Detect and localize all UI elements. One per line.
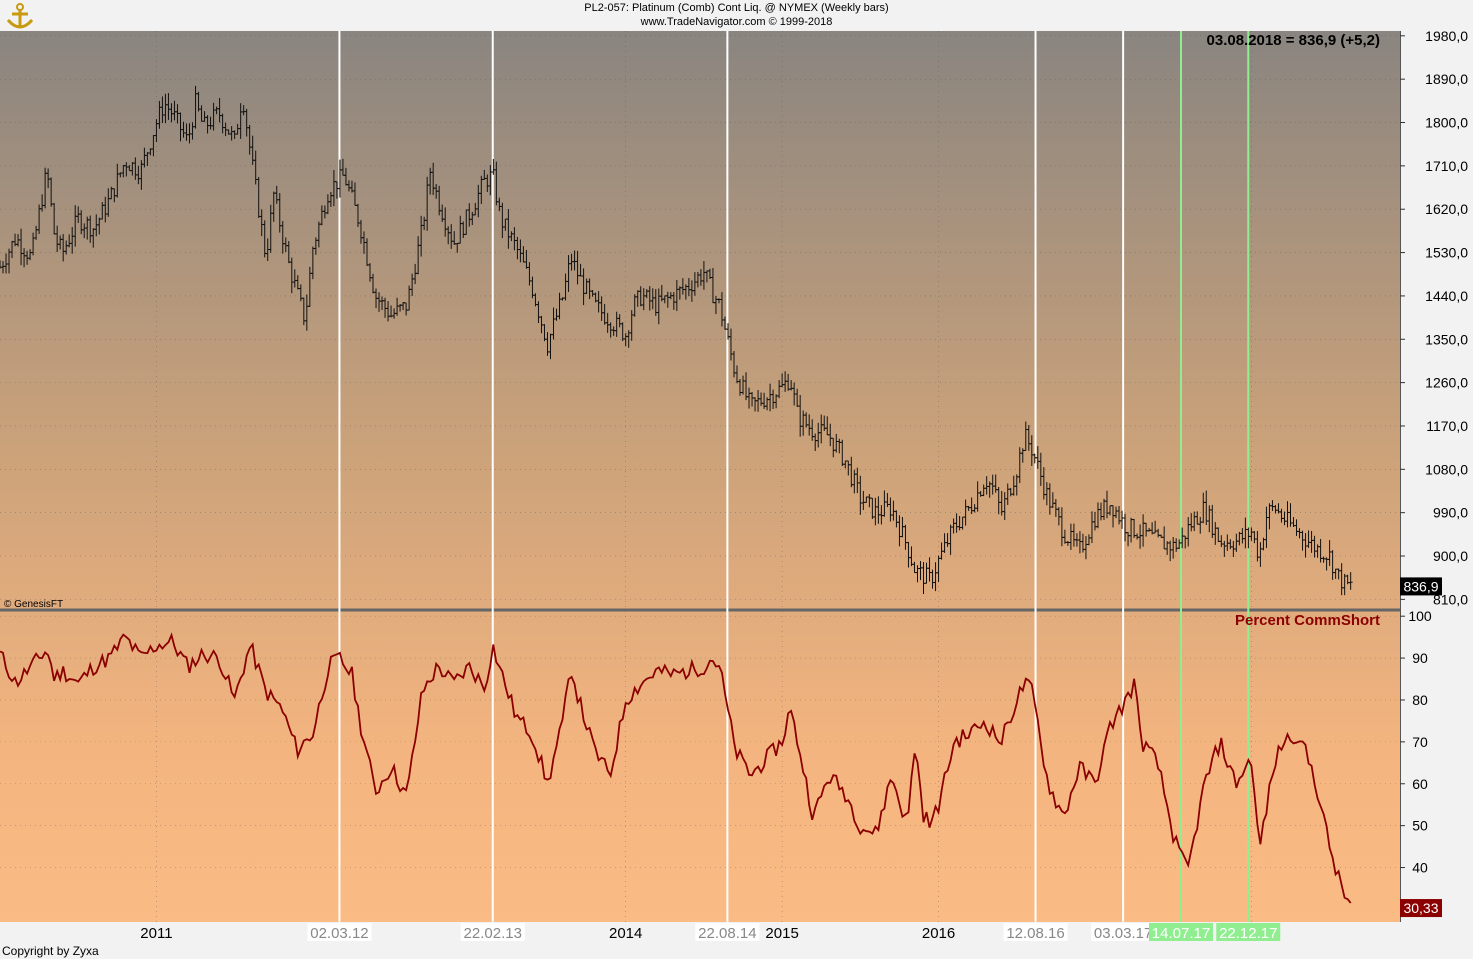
price-tick-label: 1980,0 [1425,28,1468,44]
copyright-text: Copyright by Zyxa [2,944,99,958]
indicator-tick-label: 70 [1412,734,1428,750]
marker-date-label: 12.08.16 [1006,925,1064,942]
last-indicator-label: 30,33 [1403,900,1438,916]
marker-date-box [1216,923,1281,941]
price-tick-label: 1440,0 [1425,288,1468,304]
price-tick-label: 1170,0 [1426,418,1468,434]
indicator-title: Percent CommShort [1235,612,1380,629]
percent-commshort-line [0,632,1352,904]
y-axis-panel [1400,31,1473,922]
marker-date-label: 14.07.17 [1152,925,1210,942]
marker-date-label: 22.02.13 [464,925,522,942]
last-price-label: 836,9 [1403,578,1438,594]
year-label: 2016 [922,925,955,942]
price-tick-label: 900,0 [1433,548,1468,564]
marker-date-box [307,923,372,941]
year-label: 2015 [765,925,798,942]
price-tick-label: 1260,0 [1425,375,1468,391]
marker-date-box [1003,923,1068,941]
chart-plot-area [0,31,1400,922]
indicator-tick-label: 100 [1408,608,1432,624]
chart-title: PL2-057: Platinum (Comb) Cont Liq. @ NYM… [584,2,889,14]
price-tick-label: 990,0 [1433,505,1468,521]
indicator-tick-label: 80 [1412,692,1428,708]
marker-date-box [695,923,760,941]
price-tick-label: 1800,0 [1425,115,1468,131]
price-tick-label: 1890,0 [1425,71,1468,87]
indicator-tick-label: 50 [1412,818,1428,834]
marker-date-box [1149,923,1214,941]
source-label: © GenesisFT [4,599,63,610]
price-tick-label: 1620,0 [1425,201,1468,217]
price-tick-label: 1710,0 [1425,158,1468,174]
last-price-box [1400,577,1442,596]
marker-date-label: 03.03.17 [1094,925,1152,942]
year-label: 2011 [140,925,172,942]
indicator-tick-label: 90 [1412,650,1428,666]
marker-date-box [460,923,525,941]
chart-subtitle: www.TradeNavigator.com © 1999-2018 [640,16,833,28]
marker-date-label: 02.03.12 [310,925,368,942]
marker-date-label: 22.08.14 [698,925,756,942]
marker-date-box [1091,923,1156,941]
price-tick-label: 1350,0 [1425,331,1468,347]
last-indicator-box [1400,899,1442,918]
price-tick-label: 1080,0 [1425,461,1468,477]
price-tick-label: 1530,0 [1425,245,1468,261]
marker-date-label: 22.12.17 [1219,925,1277,942]
year-label: 2014 [609,925,642,942]
anchor-logo-icon [4,2,36,32]
indicator-tick-label: 60 [1412,776,1428,792]
price-info-label: 03.08.2018 = 836,9 (+5,2) [1207,32,1380,49]
indicator-tick-label: 40 [1412,860,1428,876]
